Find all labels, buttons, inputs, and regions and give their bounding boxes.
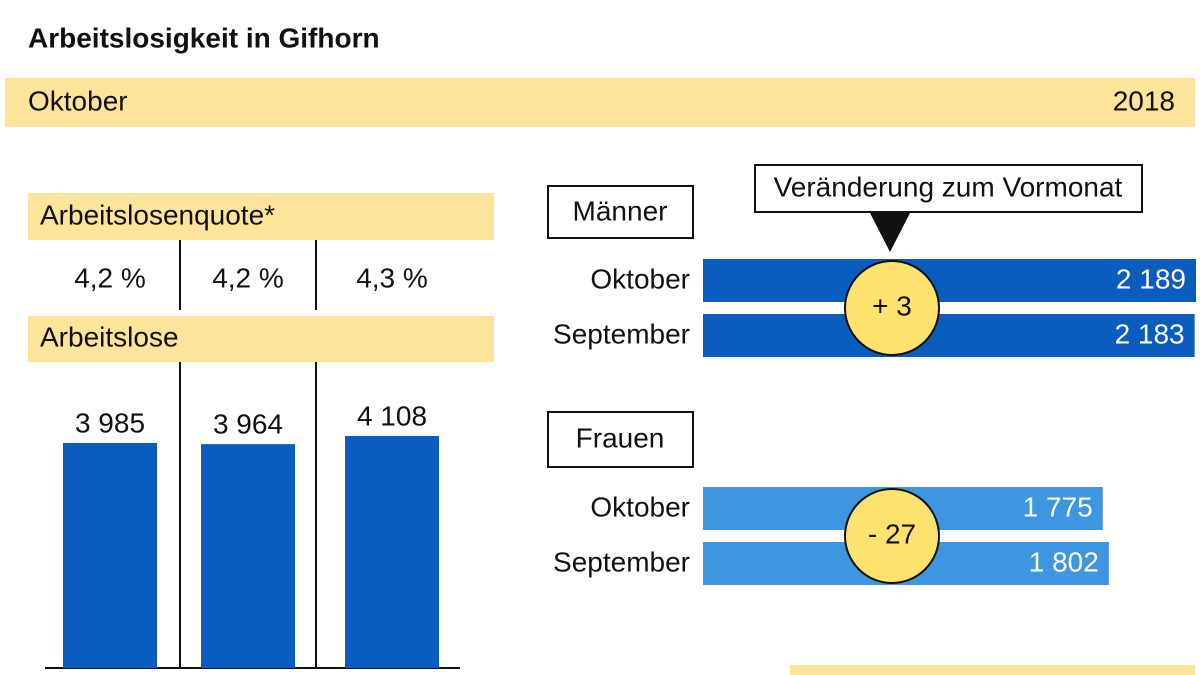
rate-title: Arbeitslosenquote*: [40, 199, 275, 230]
header-band: [5, 78, 1195, 127]
men-box: [547, 185, 694, 239]
bar: [703, 259, 1196, 302]
value-label: 3 985: [75, 407, 145, 438]
year: 2018: [1113, 85, 1175, 116]
value-label: 2 189: [1116, 263, 1186, 294]
bar: [345, 436, 439, 668]
value-label: 4 108: [357, 400, 427, 431]
value-label: 1 775: [1023, 491, 1093, 522]
count-band: [28, 316, 494, 362]
value-label: 1 802: [1029, 546, 1099, 577]
bar: [201, 444, 295, 668]
value-label: 2 183: [1115, 318, 1185, 349]
rate-band: [28, 193, 494, 240]
change-circle: [844, 260, 940, 356]
annotation-pointer: [870, 213, 910, 252]
change-circle: [844, 488, 940, 584]
month: Oktober: [28, 85, 128, 116]
category-label: September: [553, 318, 690, 349]
rate-label: 4,2 %: [74, 262, 146, 293]
annotation: Veränderung zum Vormonat: [774, 171, 1123, 202]
women-title: Frauen: [576, 422, 665, 453]
change-label: - 27: [868, 518, 916, 549]
rate-label: 4,2 %: [212, 262, 284, 293]
bar: [703, 314, 1195, 357]
category-label: September: [553, 546, 690, 577]
title: Arbeitslosigkeit in Gifhorn: [28, 22, 380, 53]
value-label: 3 964: [213, 409, 283, 440]
rate-label: 4,3 %: [356, 262, 428, 293]
women-box: [547, 411, 694, 468]
category-label: Oktober: [590, 263, 690, 294]
bar: [63, 442, 157, 668]
footer-band: [790, 665, 1195, 675]
annotation-box: [754, 164, 1143, 213]
men-title: Männer: [573, 195, 668, 226]
change-label: + 3: [872, 290, 912, 321]
count-title: Arbeitslose: [40, 321, 179, 352]
category-label: Oktober: [590, 491, 690, 522]
